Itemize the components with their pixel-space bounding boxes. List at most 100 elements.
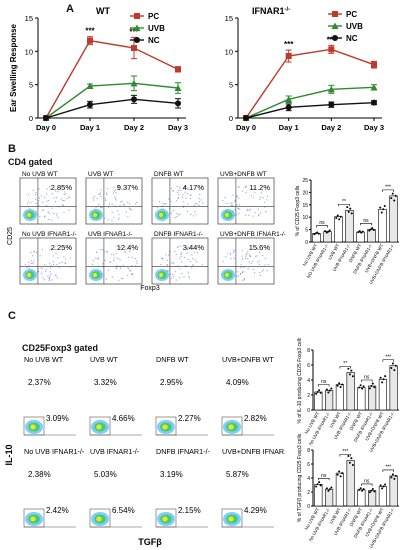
gate-percentage-bottom: 6.54% <box>112 506 135 515</box>
flow-event-dot <box>229 253 231 256</box>
significance-label: ns <box>321 473 327 479</box>
flow-event-dot <box>99 192 102 194</box>
flow-event-dot <box>101 206 103 208</box>
flow-event-dot <box>191 267 193 269</box>
flow-event-dot <box>248 209 250 212</box>
flow-event-dot <box>60 198 62 200</box>
flow-plot-title: No UVB IFNAR1-/- <box>24 447 85 456</box>
flow-plot-title: UVB IFNAR1-/- <box>90 447 140 456</box>
density-yellow <box>162 516 168 522</box>
bar-data-point <box>390 476 393 479</box>
flow-event-dot <box>242 270 244 272</box>
flow-event-dot <box>128 203 130 205</box>
bar-data-point <box>338 218 341 221</box>
significance-label: *** <box>284 40 294 49</box>
flow-event-dot <box>168 198 170 200</box>
flow-event-dot <box>252 269 254 271</box>
flow-event-dot <box>242 279 244 281</box>
flow-event-dot <box>246 210 248 212</box>
flow-event-dot <box>118 185 120 187</box>
legend-label: UVB <box>148 24 165 33</box>
flow-event-dot <box>33 261 35 263</box>
bar-y-axis-label: % of CD25 Foxp3 cells <box>295 185 301 236</box>
flow-event-dot <box>57 217 59 219</box>
flow-event-dot <box>32 189 34 191</box>
flow-event-dot <box>192 264 194 267</box>
flow-event-dot <box>262 269 264 271</box>
flow-event-dot <box>185 197 187 199</box>
flow-event-dot <box>65 258 67 260</box>
flow-event-dot <box>57 257 59 259</box>
flow-event-dot <box>226 252 228 254</box>
bar <box>389 475 398 507</box>
flow-event-dot <box>181 252 183 254</box>
flow-event-dot <box>121 200 123 202</box>
flow-event-dot <box>113 257 115 259</box>
flow-event-dot <box>53 212 55 215</box>
bar-data-point <box>373 490 376 493</box>
flow-event-dot <box>252 215 254 217</box>
flow-event-dot <box>49 249 51 251</box>
flow-event-dot <box>111 203 113 205</box>
significance-label: *** <box>385 354 391 360</box>
bar-data-point <box>313 233 316 236</box>
flow-event-dot <box>42 277 44 279</box>
flow-event-dot <box>239 204 241 206</box>
bar-y-tick-label: 0 <box>305 240 308 246</box>
gate-percentage: 9.37% <box>117 183 139 192</box>
flow-event-dot <box>100 248 102 250</box>
density-yellow <box>162 424 168 430</box>
gate-percentage-top: 5.87% <box>226 470 249 479</box>
flow-event-dot <box>250 194 253 197</box>
flow-event-dot <box>39 255 41 257</box>
flow-event-dot <box>171 277 173 280</box>
bar <box>378 378 387 411</box>
flow-event-dot <box>259 274 261 276</box>
density-yellow <box>224 272 230 278</box>
flow-event-dot <box>105 278 107 280</box>
significance-label: ns <box>321 379 327 385</box>
flow-event-dot <box>238 197 240 199</box>
flow-event-dot <box>102 249 104 251</box>
density-yellow <box>96 424 102 430</box>
flow-event-dot <box>266 195 268 197</box>
flow-event-dot <box>195 214 197 216</box>
bar-data-point <box>327 391 330 394</box>
flow-event-dot <box>239 273 242 275</box>
flow-event-dot <box>265 199 268 201</box>
bar-data-point <box>381 487 384 490</box>
flow-event-dot <box>40 195 43 197</box>
density-yellow <box>92 272 98 278</box>
bar-y-tick-label: 0 <box>307 504 310 510</box>
flow-event-dot <box>55 200 57 203</box>
flow-event-dot <box>194 251 196 253</box>
bar-data-point <box>394 364 397 367</box>
bar-data-point <box>318 389 321 392</box>
flow-event-dot <box>51 248 53 250</box>
bar <box>357 387 366 411</box>
flow-event-dot <box>111 219 113 221</box>
flow-event-dot <box>230 258 232 260</box>
flow-event-dot <box>187 258 189 260</box>
flow-event-dot <box>93 195 95 198</box>
flow-event-dot <box>31 259 33 262</box>
flow-event-dot <box>192 215 195 217</box>
data-point-nc <box>175 100 181 107</box>
bar-data-point <box>390 366 393 369</box>
significance-label: *** <box>385 464 391 470</box>
data-point-nc <box>243 115 249 121</box>
flow-event-dot <box>256 247 258 250</box>
flow-event-dot <box>180 255 182 258</box>
flow-event-dot <box>122 265 124 267</box>
flow-event-dot <box>28 268 30 270</box>
flow-event-dot <box>97 257 99 259</box>
flow-event-dot <box>32 262 34 265</box>
flow-event-dot <box>190 194 192 196</box>
significance-bracket <box>318 384 330 387</box>
flow-event-dot <box>112 259 115 262</box>
flow-event-dot <box>236 271 238 273</box>
flow-event-dot <box>172 190 174 192</box>
bar-data-point <box>382 208 385 211</box>
significance-bracket <box>339 454 351 457</box>
bar-data-point <box>315 392 318 395</box>
